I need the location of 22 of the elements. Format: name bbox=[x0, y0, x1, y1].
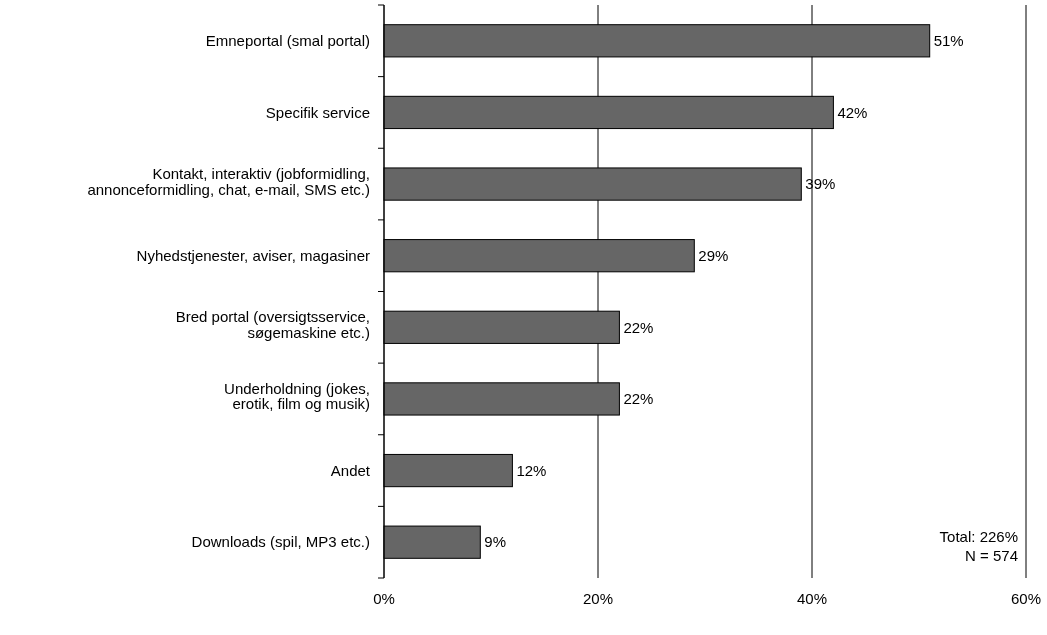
data-label: 22% bbox=[623, 318, 654, 336]
x-tick-label: 40% bbox=[796, 590, 828, 607]
data-label: 29% bbox=[698, 246, 729, 264]
y-tick-label: Downloads (spil, MP3 etc.) bbox=[191, 533, 370, 551]
data-label: 9% bbox=[484, 533, 506, 551]
y-tick-label: Kontakt, interaktiv (jobformidling, annonceformidling, chat, e-mail, SMS etc.) bbox=[87, 164, 370, 198]
data-label: 12% bbox=[516, 461, 547, 479]
y-tick-label: Specifik service bbox=[265, 103, 370, 121]
data-label: 39% bbox=[805, 175, 836, 193]
y-tick-label: Nyhedstjenester, aviser, magasiner bbox=[136, 246, 370, 264]
data-label: 22% bbox=[623, 390, 654, 408]
x-tick-label: 20% bbox=[582, 590, 614, 607]
data-label: 42% bbox=[837, 103, 868, 121]
y-tick-label: Andet bbox=[330, 461, 371, 479]
y-tick-label: Underholdning (jokes, erotik, film og musik) bbox=[224, 379, 370, 413]
x-tick-label: 0% bbox=[373, 590, 395, 607]
y-tick-label: Bred portal (oversigtsservice, søgemaskine etc.) bbox=[175, 308, 370, 341]
x-tick-label: 60% bbox=[1010, 590, 1042, 607]
data-label: 51% bbox=[933, 32, 964, 50]
annotation: Total: 226% bbox=[939, 528, 1018, 545]
y-tick-label: Emneportal (smal portal) bbox=[205, 32, 370, 50]
annotation: N = 574 bbox=[965, 547, 1018, 564]
